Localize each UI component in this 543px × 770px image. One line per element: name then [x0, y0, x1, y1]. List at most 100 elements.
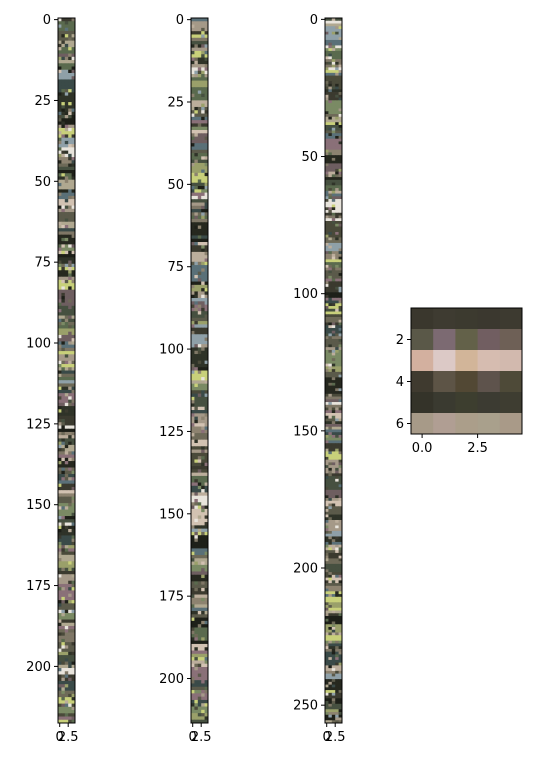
heatmap-cell — [328, 621, 333, 625]
heatmap-cell — [197, 429, 202, 434]
heatmap-cell — [58, 347, 62, 352]
heatmap-cell — [58, 127, 62, 132]
heatmap-cell — [64, 30, 69, 35]
heatmap-cell — [191, 604, 195, 609]
heatmap-cell — [338, 278, 343, 282]
heatmap-cell — [338, 695, 343, 699]
heatmap-cell — [328, 256, 333, 260]
heatmap-cell — [335, 596, 339, 600]
heatmap-cell — [338, 39, 343, 44]
y-tick-label: 175 — [159, 590, 184, 605]
heatmap-cell — [58, 351, 62, 355]
heatmap-cell — [64, 680, 69, 685]
heatmap-cell — [194, 416, 199, 421]
heatmap-cell — [338, 574, 343, 579]
heatmap-cell — [71, 354, 76, 358]
heatmap-cell — [191, 218, 195, 223]
heatmap-cell — [325, 223, 329, 227]
heatmap-cell — [204, 683, 209, 688]
heatmap-cell — [197, 139, 202, 144]
heatmap-cell — [58, 380, 62, 384]
heatmap-cell — [325, 665, 329, 669]
heatmap-cell — [64, 82, 69, 87]
heatmap-cell — [331, 349, 336, 354]
heatmap-cell — [58, 428, 62, 433]
heatmap-cell — [335, 695, 339, 699]
heatmap-cell — [58, 234, 62, 239]
heatmap-cell — [194, 680, 199, 684]
heatmap-cell — [204, 643, 209, 648]
heatmap-cell — [71, 166, 76, 171]
heatmap-cell — [201, 330, 205, 335]
heatmap-cell — [335, 190, 339, 194]
heatmap-cell — [64, 419, 69, 423]
heatmap-cell — [201, 581, 205, 586]
heatmap-cell — [58, 616, 62, 620]
heatmap-cell — [64, 286, 69, 291]
heatmap-cell — [328, 500, 333, 504]
heatmap-cell — [61, 396, 66, 400]
heatmap-cell — [204, 18, 209, 22]
heatmap-cell — [328, 174, 333, 178]
heatmap-cell — [58, 613, 62, 617]
heatmap-cell — [68, 425, 72, 430]
heatmap-cell — [194, 380, 199, 385]
heatmap-cell — [325, 692, 329, 696]
heatmap-cell — [325, 152, 329, 156]
x-tick-label: 0 — [189, 730, 197, 745]
heatmap-cell — [64, 674, 69, 679]
heatmap-cell — [201, 202, 205, 207]
heatmap-cell — [68, 619, 72, 624]
heatmap-cell — [194, 594, 199, 599]
heatmap-cell — [68, 121, 72, 126]
heatmap-cell — [191, 242, 195, 246]
heatmap-cell — [194, 67, 199, 72]
heatmap-cell — [61, 441, 66, 446]
heatmap-cell — [338, 317, 343, 321]
heatmap-cell — [331, 75, 336, 79]
heatmap-cell — [194, 390, 199, 394]
heatmap-cell — [325, 92, 329, 96]
heatmap-cell — [68, 118, 72, 122]
heatmap-cell — [191, 531, 195, 536]
heatmap-cell — [71, 535, 76, 540]
heatmap-cell — [204, 222, 209, 226]
heatmap-cell — [335, 94, 339, 98]
heatmap-cell — [338, 506, 343, 510]
heatmap-cell — [64, 706, 69, 711]
heatmap-cell — [325, 679, 329, 683]
heatmap-cell — [331, 437, 336, 441]
heatmap-cell — [338, 712, 343, 716]
heatmap-cell — [68, 347, 72, 352]
heatmap-cell — [71, 567, 76, 572]
y-tick-label: 0 — [310, 13, 318, 28]
heatmap-cell — [61, 195, 66, 200]
heatmap-cell — [328, 701, 333, 705]
heatmap-cell — [64, 111, 69, 116]
heatmap-cell — [68, 260, 72, 265]
heatmap-cell — [338, 196, 343, 200]
heatmap-cell — [325, 484, 329, 488]
heatmap-cell — [71, 147, 76, 151]
heatmap-cell — [191, 610, 195, 615]
heatmap-cell — [191, 419, 195, 424]
heatmap-cell — [191, 512, 195, 516]
heatmap-cell — [455, 350, 479, 372]
heatmap-cell — [68, 383, 72, 388]
heatmap-cell — [197, 528, 202, 533]
heatmap-cell — [197, 643, 202, 648]
heatmap-cell — [328, 585, 333, 589]
heatmap-cell — [201, 340, 205, 345]
heatmap-cell — [204, 475, 209, 480]
heatmap-cell — [191, 24, 195, 29]
heatmap-cell — [64, 43, 69, 48]
heatmap-cell — [328, 130, 333, 134]
heatmap-cell — [58, 118, 62, 122]
heatmap-cell — [338, 267, 343, 271]
heatmap-cell — [325, 599, 329, 603]
heatmap-cell — [61, 108, 66, 113]
heatmap-cell — [201, 377, 205, 381]
heatmap-cell — [338, 443, 343, 447]
heatmap-cell — [64, 186, 69, 190]
heatmap-cell — [58, 286, 62, 291]
